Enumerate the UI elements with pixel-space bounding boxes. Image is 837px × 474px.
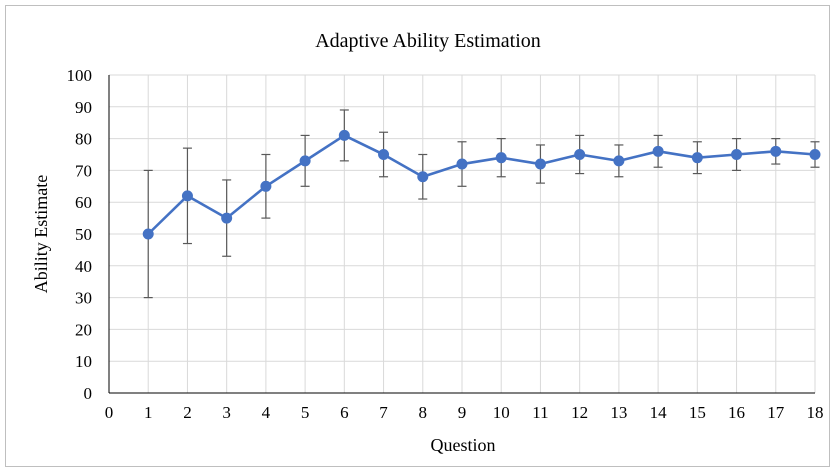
x-tick-label: 6 bbox=[340, 403, 349, 422]
grid bbox=[109, 74, 816, 393]
data-point bbox=[299, 155, 311, 167]
x-tick-label: 18 bbox=[807, 403, 824, 422]
x-tick-label: 12 bbox=[571, 403, 588, 422]
x-tick-label: 11 bbox=[532, 403, 548, 422]
x-tick-label: 16 bbox=[728, 403, 745, 422]
data-point bbox=[378, 149, 390, 160]
x-axis-label: Question bbox=[431, 435, 496, 455]
x-tick-label: 0 bbox=[105, 403, 114, 422]
data-point bbox=[338, 129, 350, 141]
axes bbox=[108, 75, 815, 394]
data-point bbox=[417, 171, 429, 183]
y-tick-label: 40 bbox=[75, 257, 92, 276]
y-tick-label: 50 bbox=[75, 225, 92, 244]
data-point bbox=[613, 155, 625, 167]
x-tick-label: 10 bbox=[493, 403, 510, 422]
data-point bbox=[770, 145, 782, 157]
y-tick-label: 70 bbox=[75, 161, 92, 180]
data-point bbox=[652, 145, 664, 157]
x-tick-label: 7 bbox=[379, 403, 388, 422]
x-tick-label: 3 bbox=[222, 403, 231, 422]
y-axis-label: Ability Estimate bbox=[31, 175, 51, 294]
data-points bbox=[142, 129, 821, 240]
data-point bbox=[495, 152, 507, 164]
y-tick-label: 10 bbox=[75, 352, 92, 371]
data-point bbox=[142, 228, 154, 240]
series-polyline bbox=[147, 134, 816, 235]
y-tick-label: 60 bbox=[75, 193, 92, 212]
y-tick-label: 90 bbox=[75, 98, 92, 117]
data-point bbox=[809, 149, 821, 160]
x-tick-label: 8 bbox=[419, 403, 428, 422]
data-point bbox=[534, 158, 546, 170]
data-point bbox=[260, 180, 272, 192]
x-tick-label: 15 bbox=[689, 403, 706, 422]
x-tick-label: 9 bbox=[458, 403, 467, 422]
y-tick-label: 30 bbox=[75, 289, 92, 308]
data-point bbox=[181, 190, 193, 202]
data-point bbox=[456, 158, 468, 170]
x-tick-label: 4 bbox=[262, 403, 271, 422]
data-point bbox=[731, 149, 743, 160]
x-tick-label: 5 bbox=[301, 403, 310, 422]
x-tick-label: 14 bbox=[650, 403, 668, 422]
data-point bbox=[691, 152, 703, 164]
y-tick-label: 0 bbox=[84, 384, 93, 403]
x-tick-label: 2 bbox=[183, 403, 192, 422]
y-tick-label: 80 bbox=[75, 130, 92, 149]
data-point bbox=[574, 149, 586, 160]
x-tick-label: 1 bbox=[144, 403, 153, 422]
series-line bbox=[147, 134, 816, 235]
data-point bbox=[221, 212, 233, 224]
chart-title: Adaptive Ability Estimation bbox=[315, 30, 541, 52]
y-tick-label: 100 bbox=[67, 66, 93, 85]
chart-frame bbox=[5, 5, 830, 467]
x-tick-label: 13 bbox=[610, 403, 627, 422]
y-tick-label: 20 bbox=[75, 320, 92, 339]
x-tick-label: 17 bbox=[767, 403, 785, 422]
